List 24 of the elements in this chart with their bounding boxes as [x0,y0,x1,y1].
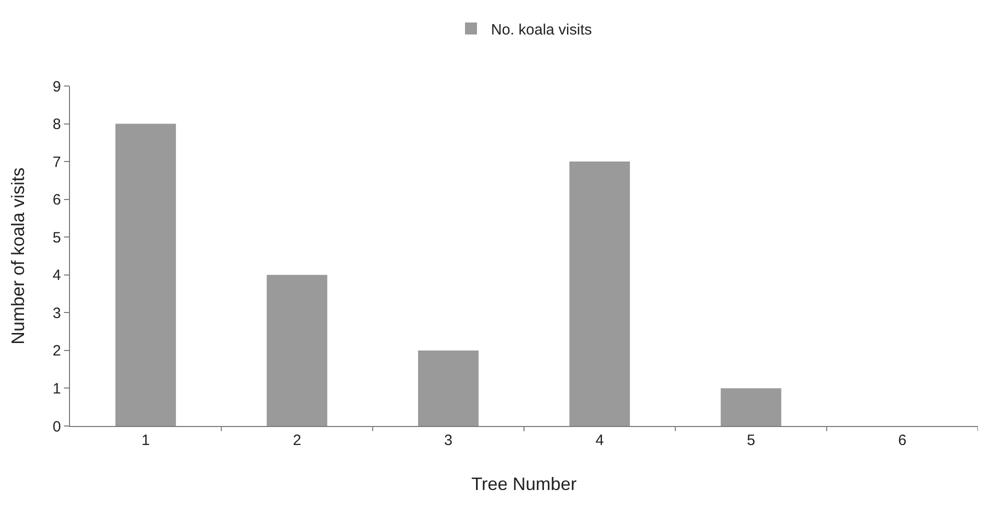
y-tick-label: 4 [52,267,61,284]
x-tick-label: 3 [444,432,452,449]
y-tick-label: 6 [52,192,61,209]
x-tick-label: 5 [746,432,756,449]
x-tick-label: 4 [596,432,604,449]
legend-label: No. koala visits [491,21,592,38]
x-tick-label: 1 [142,432,150,449]
bar [569,162,630,426]
bar [115,124,176,426]
y-tick-label: 3 [52,304,61,322]
bar [720,388,782,426]
y-tick-label: 8 [52,116,61,134]
x-tick-label: 2 [292,432,302,449]
bar [266,274,328,426]
y-tick-label: 0 [52,418,61,436]
y-axis-title: Number of koala visits [8,167,28,345]
x-axis-title: Tree Number [471,474,577,494]
y-tick-label: 1 [52,380,61,398]
y-tick-label: 9 [52,78,61,96]
y-tick-label: 2 [52,342,61,360]
y-tick-label: 5 [52,229,61,246]
x-tick-label: 6 [898,432,906,449]
bar [418,350,479,426]
y-tick-label: 7 [52,154,61,171]
